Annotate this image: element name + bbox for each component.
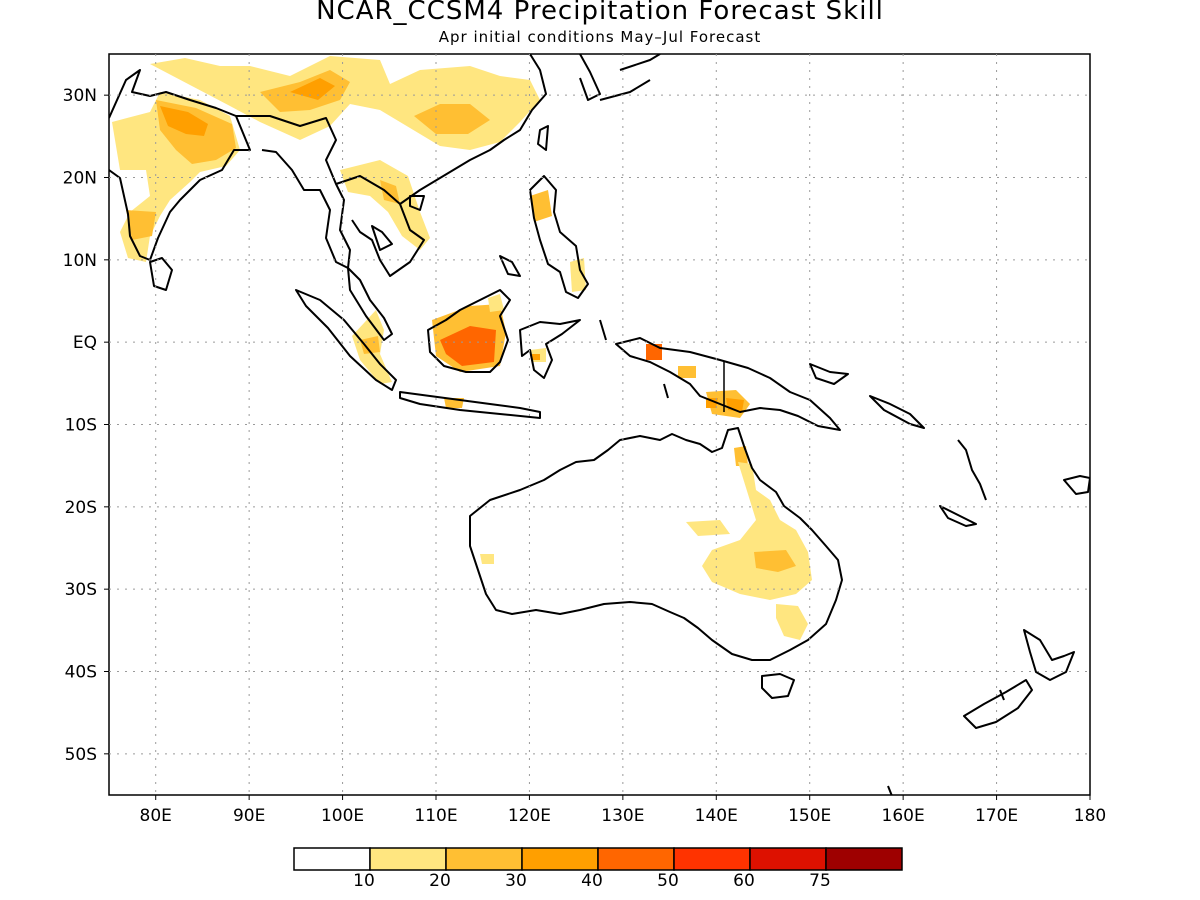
figure-title: NCAR_CCSM4 Precipitation Forecast Skill [316, 0, 884, 26]
colorbar-swatch [673, 847, 751, 871]
lat-tick-label: 40S [65, 663, 97, 683]
colorbar-label: 50 [657, 871, 679, 891]
lon-tick-label: 150E [788, 806, 831, 826]
lon-tick-label: 100E [321, 806, 364, 826]
colorbar-swatch [445, 847, 523, 871]
colorbar-swatch [521, 847, 599, 871]
colorbar-label: 10 [353, 871, 375, 891]
lon-tick-label: 120E [508, 806, 551, 826]
colorbar: 10 20 30 40 50 60 75 [293, 847, 903, 891]
figure-subtitle: Apr initial conditions May–Jul Forecast [438, 28, 762, 46]
lat-tick-label: 10S [65, 416, 97, 436]
lon-tick-label: 90E [233, 806, 265, 826]
lat-tick-label: EQ [73, 333, 97, 353]
lon-tick-label: 170E [975, 806, 1018, 826]
colorbar-label: 60 [733, 871, 755, 891]
colorbar-label: 30 [505, 871, 527, 891]
lat-tick-label: 20N [63, 169, 97, 189]
colorbar-label: 40 [581, 871, 603, 891]
colorbar-swatch [369, 847, 447, 871]
lon-tick-label: 180 [1074, 806, 1106, 826]
longitude-axis: 80E 90E 100E 110E 120E 130E 140E 150E 160E 170E 18… [140, 795, 1106, 826]
lat-tick-label: 20S [65, 498, 97, 518]
lon-tick-label: 140E [695, 806, 738, 826]
lat-tick-label: 30S [65, 580, 97, 600]
latitude-axis: 30N 20N 10N EQ 10S 20S 30S 40S 50S [63, 86, 109, 765]
skill-shading [112, 56, 812, 640]
lat-tick-label: 10N [63, 251, 97, 271]
lon-tick-label: 130E [601, 806, 644, 826]
colorbar-label: 75 [809, 871, 831, 891]
lon-tick-label: 160E [882, 806, 925, 826]
lat-tick-label: 50S [65, 745, 97, 765]
colorbar-swatch [749, 847, 827, 871]
colorbar-swatch [293, 847, 371, 871]
colorbar-swatch [825, 847, 903, 871]
coastlines [109, 54, 1090, 795]
grid-lines [109, 54, 1090, 795]
colorbar-swatch [597, 847, 675, 871]
colorbar-label: 20 [429, 871, 451, 891]
lon-tick-label: 80E [140, 806, 172, 826]
lon-tick-label: 110E [414, 806, 457, 826]
lat-tick-label: 30N [63, 86, 97, 106]
